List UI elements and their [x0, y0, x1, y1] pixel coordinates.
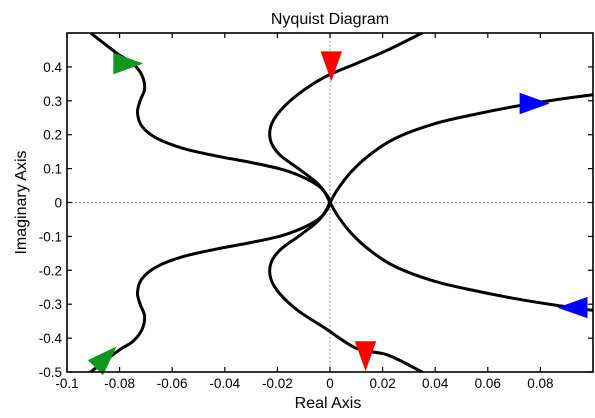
curve-green-upper [89, 33, 332, 204]
y-tick-label: 0.2 [43, 128, 62, 143]
x-tick-label: 0.06 [475, 376, 501, 391]
curve-blue-lower [328, 201, 593, 312]
x-tick-label: 0 [326, 376, 334, 391]
y-tick-label: 0.1 [43, 162, 62, 177]
x-tick-label: 0.08 [527, 376, 553, 391]
arrow-blue-lower [557, 296, 588, 319]
arrow-blue-upper [519, 92, 550, 115]
y-tick-label: 0.4 [43, 60, 62, 75]
x-tick-label: -0.08 [104, 376, 135, 391]
arrow-green-lower [87, 346, 117, 376]
y-tick-label: 0.3 [43, 94, 62, 109]
curve-red-upper [268, 33, 424, 204]
arrow-red-lower [354, 341, 377, 372]
y-tick-label: -0.5 [39, 365, 62, 380]
curves [89, 33, 593, 372]
y-tick-label: -0.4 [39, 331, 63, 346]
y-tick-label: -0.3 [39, 297, 62, 312]
arrow-green-upper [113, 52, 144, 75]
x-tick-label: -0.1 [55, 376, 78, 391]
chart-title: Nyquist Diagram [271, 11, 389, 28]
curve-red-lower [268, 201, 424, 372]
y-tick-label: -0.1 [39, 229, 62, 244]
x-tick-label: -0.02 [262, 376, 293, 391]
x-tick-label: 0.02 [369, 376, 395, 391]
x-tick-label: -0.04 [209, 376, 240, 391]
y-axis-label: Imaginary Axis [13, 150, 30, 254]
curve-green-lower [89, 201, 332, 372]
x-tick-label: 0.04 [422, 376, 449, 391]
direction-arrows [87, 51, 588, 376]
x-axis-label: Real Axis [295, 395, 362, 412]
arrow-red-upper [320, 51, 343, 82]
x-tick-label: -0.06 [157, 376, 188, 391]
y-tick-label: -0.2 [39, 263, 62, 278]
axis-ticks: -0.1 -0.08 -0.06 -0.04 -0.02 0 0.02 0.04 0.06 0.0… [39, 33, 593, 391]
y-tick-label: 0 [54, 196, 62, 211]
